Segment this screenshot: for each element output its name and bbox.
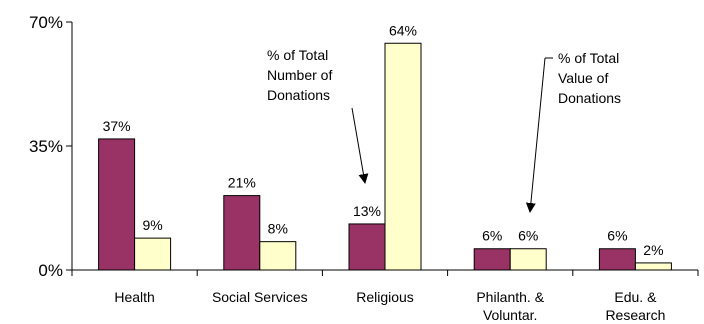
axes: 0% 35% 70% Health Social Services Religious Ph…	[29, 13, 699, 323]
bar	[98, 138, 136, 271]
bar	[473, 248, 511, 271]
bar	[598, 248, 636, 271]
bar	[348, 223, 386, 271]
y-tick-label: 35%	[29, 137, 63, 156]
bar	[223, 195, 261, 271]
data-labels: 37% 9% 21% 8% 13% 64% 6% 6% 6% 2%	[103, 22, 664, 258]
x-tick-label: Health	[114, 289, 154, 305]
data-label: 64%	[389, 22, 417, 38]
data-label: 21%	[228, 175, 256, 191]
bar	[634, 262, 672, 271]
y-tick-label: 70%	[29, 13, 63, 32]
data-label: 6%	[482, 228, 502, 244]
x-tick-label: Social Services	[212, 289, 308, 305]
annotation-text: % of Total Number of Donations	[267, 47, 332, 103]
bar	[384, 42, 422, 271]
bar	[259, 241, 297, 271]
y-tick-label: 0%	[38, 261, 63, 280]
x-tick-label: Philanth. & Voluntar.	[476, 289, 544, 323]
x-tick-label: Religious	[356, 289, 414, 305]
data-label: 6%	[607, 228, 627, 244]
data-label: 13%	[353, 203, 381, 219]
data-label: 9%	[142, 217, 162, 233]
data-label: 8%	[268, 221, 288, 237]
annotation-arrow	[525, 57, 546, 213]
annotations: % of Total Number of Donations % of Total Va…	[267, 47, 621, 213]
bar	[134, 237, 172, 271]
data-label: 6%	[518, 228, 538, 244]
bar	[509, 248, 547, 271]
bars	[98, 42, 672, 271]
data-label: 2%	[643, 242, 663, 258]
annotation-arrow	[351, 107, 369, 184]
data-label: 37%	[103, 118, 131, 134]
x-tick-label: Edu. & Research	[605, 289, 665, 323]
annotation-text: % of Total Value of Donations	[558, 50, 621, 106]
